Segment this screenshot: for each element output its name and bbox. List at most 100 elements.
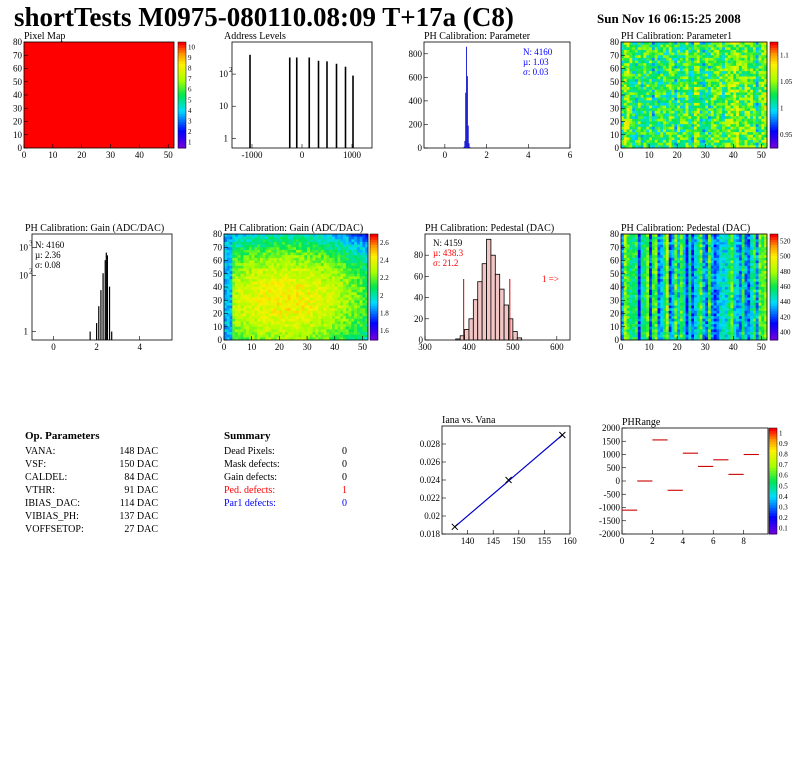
heatmap-cell [691, 124, 695, 128]
heatmap-cell [654, 95, 658, 98]
heatmap-cell [340, 247, 344, 251]
heatmap-cell [629, 113, 633, 117]
heatmap-cell [632, 65, 636, 69]
heatmap-cell [626, 337, 630, 341]
heatmap-cell [276, 305, 280, 309]
heatmap-cell [635, 142, 639, 146]
heatmap-cell [719, 118, 723, 122]
heatmap-cell [354, 334, 358, 338]
colorbar-tick-label: 2 [380, 292, 384, 300]
heatmap-cell [637, 318, 641, 322]
heatmap-cell [318, 297, 322, 301]
heatmap-cell [323, 268, 327, 272]
heatmap-cell [632, 118, 636, 122]
heatmap-cell [651, 279, 655, 282]
heatmap-cell [758, 118, 762, 122]
heatmap-cell [738, 102, 743, 106]
heatmap-cell [626, 297, 630, 301]
heatmap-cell [663, 132, 667, 136]
heatmap-cell [298, 334, 302, 338]
heatmap-cell [334, 273, 338, 277]
heatmap-cell [235, 300, 239, 304]
heatmap-cell [251, 310, 255, 314]
heatmap-cell [671, 63, 675, 67]
heatmap-cell [758, 100, 762, 104]
heatmap-cell [682, 132, 686, 136]
heatmap-cell [276, 244, 280, 248]
heatmap-cell [755, 57, 759, 61]
heatmap-cell [235, 302, 239, 306]
heatmap-cell [724, 65, 728, 69]
heatmap-cell [741, 97, 745, 101]
heatmap-cell [262, 236, 266, 240]
heatmap-cell [632, 44, 636, 48]
heatmap-cell [716, 73, 720, 77]
heatmap-cell [365, 284, 369, 288]
heatmap-cell [621, 263, 625, 267]
heatmap-cell [332, 294, 336, 298]
heatmap-cell [323, 252, 327, 256]
heatmap-cell [340, 287, 344, 290]
heatmap-cell [345, 294, 349, 298]
heatmap-cell [674, 89, 678, 93]
heatmap-cell [226, 234, 230, 237]
heatmap-cell [340, 271, 344, 275]
heatmap-cell [651, 97, 655, 101]
heatmap-cell [348, 337, 352, 341]
heatmap-cell [657, 102, 661, 106]
heatmap-cell [298, 244, 302, 248]
heatmap-cell [646, 281, 650, 285]
heatmap-cell [761, 44, 765, 48]
heatmap-cell [268, 255, 272, 259]
heatmap-cell [257, 316, 261, 320]
heatmap-cell [649, 57, 653, 61]
heatmap-cell [694, 121, 698, 125]
heatmap-cell [623, 263, 627, 267]
heatmap-cell [354, 332, 358, 335]
heatmap-cell [730, 92, 734, 96]
heatmap-cell [232, 332, 236, 335]
heatmap-cell [632, 271, 636, 275]
heatmap-cell [334, 321, 338, 325]
heatmap-cell [663, 71, 667, 75]
heatmap-cell [237, 321, 241, 325]
heatmap-cell [623, 132, 627, 136]
heatmap-cell [326, 337, 330, 341]
heatmap-cell [296, 255, 300, 259]
heatmap-cell [640, 68, 644, 72]
heatmap-cell [229, 300, 233, 304]
y-tick-label: 70 [610, 50, 620, 60]
heatmap-cell [752, 97, 757, 101]
heatmap-cell [320, 316, 324, 320]
heatmap-cell [663, 142, 667, 146]
heatmap-cell [237, 305, 241, 309]
heatmap-cell [293, 294, 297, 298]
heatmap-cell [649, 55, 653, 59]
heatmap-cell [359, 332, 363, 335]
heatmap-cell [296, 292, 300, 296]
heatmap-cell [351, 252, 355, 256]
heatmap-cell [719, 110, 723, 114]
heatmap-cell [750, 124, 754, 128]
heatmap-cell [287, 297, 291, 301]
heatmap-cell [685, 68, 689, 72]
heatmap-cell [691, 142, 695, 146]
heatmap-cell [629, 71, 633, 75]
heatmap-cell [738, 113, 743, 117]
heatmap-cell [674, 132, 678, 136]
heatmap-cell [654, 236, 658, 240]
heatmap-cell [649, 42, 653, 45]
heatmap-cell [293, 276, 297, 280]
heatmap-cell [699, 113, 703, 117]
heatmap-cell [224, 255, 228, 259]
heatmap-cell [623, 252, 627, 256]
heatmap-cell [626, 129, 630, 133]
heatmap-cell [643, 241, 647, 245]
heatmap-cell [722, 63, 726, 67]
heatmap-cell [660, 287, 664, 290]
heatmap-cell [685, 100, 689, 104]
heatmap-cell [674, 81, 678, 85]
heatmap-cell [273, 281, 277, 285]
heatmap-cell [240, 337, 244, 341]
heatmap-cell [254, 241, 258, 245]
